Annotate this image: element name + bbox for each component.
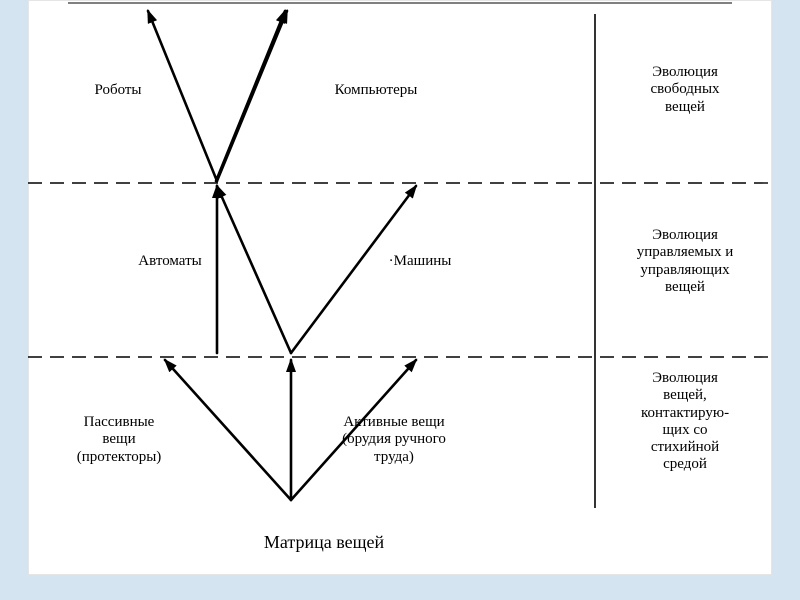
label-passive: Пассивные вещи (протекторы) — [44, 414, 194, 466]
diagram-title: Матрица вещей — [194, 532, 454, 553]
label-robots: Роботы — [58, 82, 178, 99]
label-evo-free: Эволюция свободных вещей — [600, 64, 770, 116]
label-evo-contact: Эволюция вещей, контактирую- щих со стих… — [600, 370, 770, 474]
label-active: Активные вещи (орудия ручного труда) — [294, 414, 494, 466]
label-automata: Автоматы — [100, 253, 240, 270]
label-evo-controlled: Эволюция управляемых и управляющих вещей — [600, 227, 770, 296]
label-computers: Компьютеры — [296, 82, 456, 99]
label-machines: ·Машины — [350, 253, 490, 270]
